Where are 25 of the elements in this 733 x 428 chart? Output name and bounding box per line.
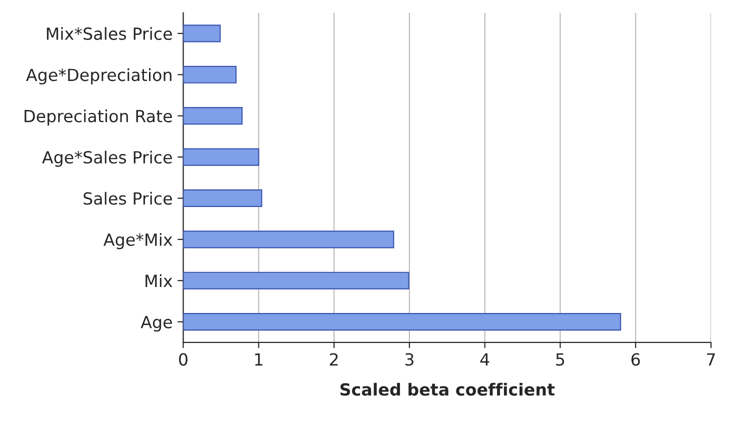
x-tick-label: 2: [330, 353, 338, 366]
bar: [183, 230, 394, 248]
y-tick-label: Depreciation Rate: [24, 109, 172, 126]
x-tick-label: 3: [405, 353, 414, 366]
y-tick-label: Age*Sales Price: [42, 150, 172, 167]
x-tick-label: 0: [179, 353, 188, 366]
y-tick-label: Mix*Sales Price: [46, 27, 172, 40]
bar: [183, 313, 622, 331]
bar: [183, 66, 237, 84]
bar: [183, 24, 221, 42]
y-tick-label: Sales Price: [84, 192, 172, 205]
y-tick-label: Age: [140, 316, 172, 332]
x-tick-label: 7: [707, 353, 715, 366]
bar: [183, 148, 260, 166]
x-axis-title: Scaled beta coefficient: [340, 382, 555, 396]
bar: [183, 272, 410, 290]
bar: [183, 107, 243, 125]
bar: [183, 189, 262, 208]
y-tick-label: Age*Mix: [104, 233, 172, 250]
x-tick-label: 1: [255, 353, 262, 366]
x-tick-label: 6: [631, 353, 640, 366]
y-tick-label: Mix: [146, 274, 172, 287]
y-tick-label: Age*Depreciation: [26, 68, 172, 84]
x-tick-label: 4: [480, 353, 490, 366]
x-tick-label: 5: [556, 353, 564, 366]
